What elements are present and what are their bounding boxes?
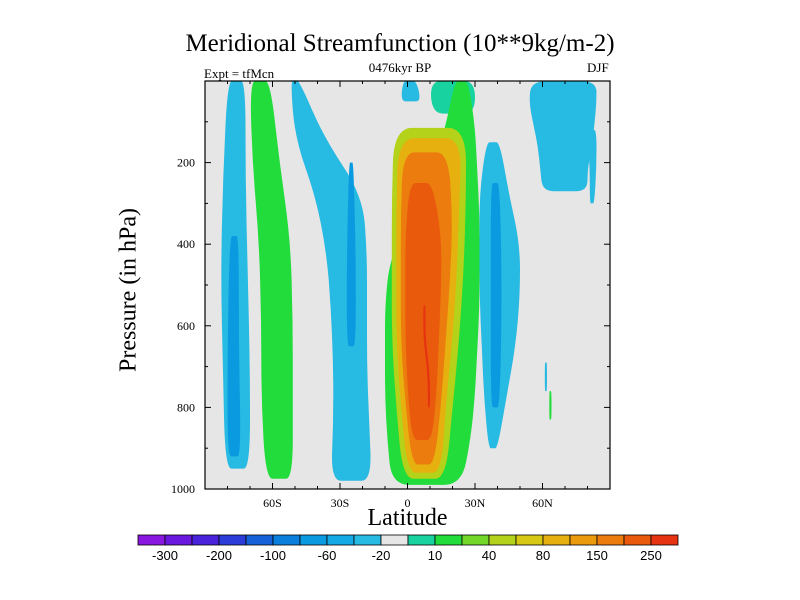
contour-region-18: [549, 391, 552, 420]
colorbar-swatch: [542, 534, 571, 546]
season-label: DJF: [587, 60, 609, 75]
y-tick-label: 1000: [171, 482, 195, 496]
colorbar-swatch: [326, 534, 355, 546]
colorbar-swatch: [650, 534, 679, 546]
contour-regions: [221, 81, 597, 485]
contour-region-1: [227, 236, 241, 457]
contour-region-4: [346, 162, 356, 347]
colorbar-label: -60: [318, 548, 337, 563]
colorbar-label: -200: [206, 548, 232, 563]
colorbar-swatch: [434, 534, 463, 546]
contour-region-12: [423, 305, 430, 408]
colorbar-swatch: [461, 534, 490, 546]
colorbar-swatch: [515, 534, 544, 546]
contour-region-5: [401, 81, 420, 102]
colorbar-swatch: [164, 534, 193, 546]
colorbar-swatch: [407, 534, 436, 546]
colorbar-label: 150: [586, 548, 608, 563]
y-tick-label: 400: [177, 237, 195, 251]
colorbar-swatch: [191, 534, 220, 546]
x-tick-label: 30N: [465, 496, 486, 510]
axes: 60S 30S 0 30N 60N 200 400 600 800 1000: [171, 81, 610, 510]
colorbar-swatch: [623, 534, 652, 546]
colorbar-swatch: [596, 534, 625, 546]
colorbar-label: 10: [428, 548, 442, 563]
colorbar-swatch: [569, 534, 598, 546]
colorbar-label: 250: [640, 548, 662, 563]
colorbar-label: -100: [260, 548, 286, 563]
colorbar-swatch: [137, 534, 166, 546]
colorbar-label: 40: [482, 548, 496, 563]
colorbar-swatch: [380, 534, 409, 546]
contour-region-15: [529, 81, 597, 192]
contour-region-14: [490, 183, 502, 408]
colorbar: -300 -200 -100 -60 -20 10 40 80 150 250: [137, 534, 679, 563]
contour-region-16: [588, 130, 597, 204]
colorbar-swatch: [245, 534, 274, 546]
x-tick-label: 30S: [331, 496, 350, 510]
x-tick-label: 60N: [532, 496, 553, 510]
colorbar-label: -300: [152, 548, 178, 563]
y-tick-label: 200: [177, 156, 195, 170]
y-tick-label: 600: [177, 319, 195, 333]
colorbar-swatch: [299, 534, 328, 546]
colorbar-label: -20: [372, 548, 391, 563]
x-axis-label: Latitude: [367, 505, 448, 531]
experiment-label: Expt = tfMcn: [204, 66, 275, 81]
contour-region-11: [405, 183, 442, 440]
colorbar-swatch: [488, 534, 517, 546]
y-tick-label: 800: [177, 400, 195, 414]
chart-subtitle: 0476kyr BP: [368, 60, 432, 75]
colorbar-swatch: [353, 534, 382, 546]
x-tick-label: 60S: [263, 496, 282, 510]
contour-region-2: [250, 81, 293, 479]
chart-title: Meridional Streamfunction (10**9kg/m-2): [185, 30, 615, 57]
colorbar-swatch: [272, 534, 301, 546]
colorbar-label: 80: [536, 548, 550, 563]
contour-region-17: [544, 362, 547, 392]
colorbar-swatch: [218, 534, 247, 546]
x-tick-label: 0: [405, 496, 411, 510]
